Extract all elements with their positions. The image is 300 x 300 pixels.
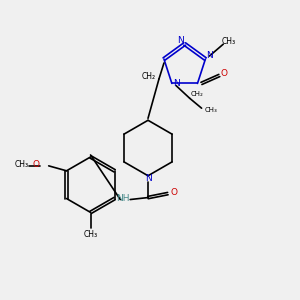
- Text: N: N: [206, 51, 213, 60]
- Text: N: N: [173, 79, 180, 88]
- Text: O: O: [170, 188, 177, 197]
- Text: CH₃: CH₃: [222, 37, 236, 46]
- Text: CH₃: CH₃: [83, 230, 98, 239]
- Text: CH₂: CH₂: [190, 91, 203, 97]
- Text: O: O: [32, 160, 39, 169]
- Text: CH₂: CH₂: [142, 72, 156, 81]
- Text: CH₃: CH₃: [204, 107, 217, 113]
- Text: N: N: [145, 174, 152, 183]
- Text: O: O: [221, 69, 228, 78]
- Text: CH₃: CH₃: [15, 160, 29, 169]
- Text: NH: NH: [116, 194, 130, 203]
- Text: N: N: [177, 35, 184, 44]
